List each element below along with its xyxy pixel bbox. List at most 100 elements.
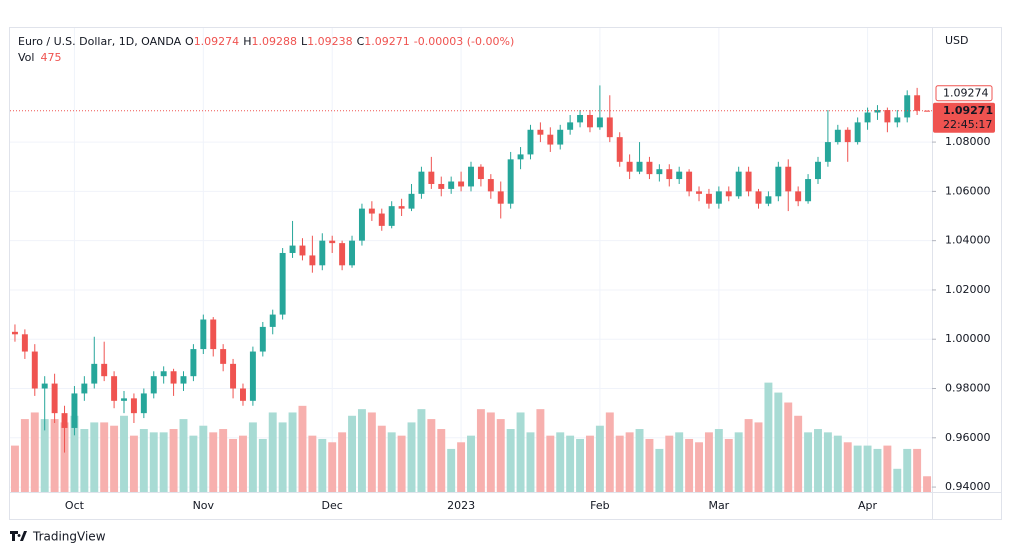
candle-body [527,129,534,155]
candle-body [656,169,663,175]
candle-body [289,245,296,253]
volume-bar [447,448,456,492]
l-label: L [301,35,308,48]
legend-title: Euro / U.S. Dollar, 1D, OANDA O1.09274 H1.… [18,35,514,48]
volume-bar [437,429,446,492]
candle-body [577,114,584,123]
candle-body [220,349,227,364]
volume-bar [576,438,585,492]
logo-icon [10,531,27,541]
candle-body [616,137,623,162]
candle-body [200,319,207,350]
volume-bar [219,429,228,492]
candle-body [279,252,286,315]
candle-body [81,383,88,394]
volume-bar [338,432,347,492]
volume-bar [308,435,317,492]
legend-volume: Vol 475 [18,51,61,64]
candle-body [606,117,613,138]
volume-bar [159,432,168,492]
candle-body [805,179,812,202]
candle-body [468,166,474,187]
candle-body [874,110,881,113]
o-value: 1.09274 [194,35,240,48]
candle-body [834,129,841,143]
volume-bar [199,425,208,492]
open-price-label: 1.09274 [943,86,989,99]
x-tick-label: Feb [590,499,609,512]
candle-body [249,351,256,401]
candle-body [924,110,931,112]
volume-bar [229,438,238,492]
volume-bar [923,476,932,492]
candle-body [914,95,921,111]
volume-bar [625,432,634,492]
volume-bar [120,415,128,492]
candle-body [309,255,316,266]
candle-body [170,371,177,384]
volume-bar [883,445,892,492]
candle-body [596,117,603,128]
candle-body [557,129,564,145]
volume-bar [90,422,99,492]
volume-bar [50,419,59,492]
candle-body [11,331,18,335]
x-tick-label: Dec [322,499,343,512]
volume-bar [903,448,912,492]
candle-body [21,334,28,352]
candle-body [51,383,58,414]
candle-body [765,196,772,204]
volume-bar [774,392,783,492]
volume-bar [754,422,763,492]
y-tick-label: 0.98000 [945,382,991,395]
candle-body [448,181,455,189]
x-tick-label: Oct [65,499,85,512]
volume-bar [427,419,436,492]
candle-body [388,206,395,226]
volume-bar [268,412,277,492]
volume-bar [139,429,148,492]
volume-bar [605,412,614,492]
volume-bar [129,435,138,492]
volume-bar [675,432,684,492]
candle-body [715,191,722,204]
volume-bar [536,409,545,492]
open-price-box [935,85,993,102]
candle-body [408,193,415,209]
candle-body [339,243,346,266]
volume-bar [60,422,69,492]
candle-body [41,383,48,389]
volume-bar [784,402,793,492]
volume-bar [40,419,49,492]
candle-body [210,319,217,350]
candle-body [686,171,693,192]
candle-body [666,169,673,180]
volume-bar [467,435,475,492]
volume-bar [704,432,713,492]
candle-body [240,388,246,401]
candle-body [190,349,197,377]
brand-name: TradingView [32,530,106,544]
candle-body [61,413,68,428]
volume-bar [407,422,416,492]
pane-border [9,27,1002,520]
vol-value: 475 [40,51,61,64]
volume-bar [486,412,495,492]
y-tick-label: 1.04000 [945,234,991,247]
candle-body [150,376,157,394]
candle-body [458,181,465,187]
volume-bar [10,445,19,492]
y-tick-label: 0.94000 [945,480,991,493]
candle-body [646,161,653,175]
candle-body [477,166,484,180]
volume-bar [843,442,852,492]
volume-bar [149,432,158,492]
volume-bar [635,429,644,492]
volume-bar [457,442,466,492]
volume-bar [496,419,505,492]
candle-body [854,122,861,143]
volume-bar [873,448,882,492]
volume-bar [189,435,198,492]
candle-body [368,208,375,214]
candle-body [130,398,137,414]
